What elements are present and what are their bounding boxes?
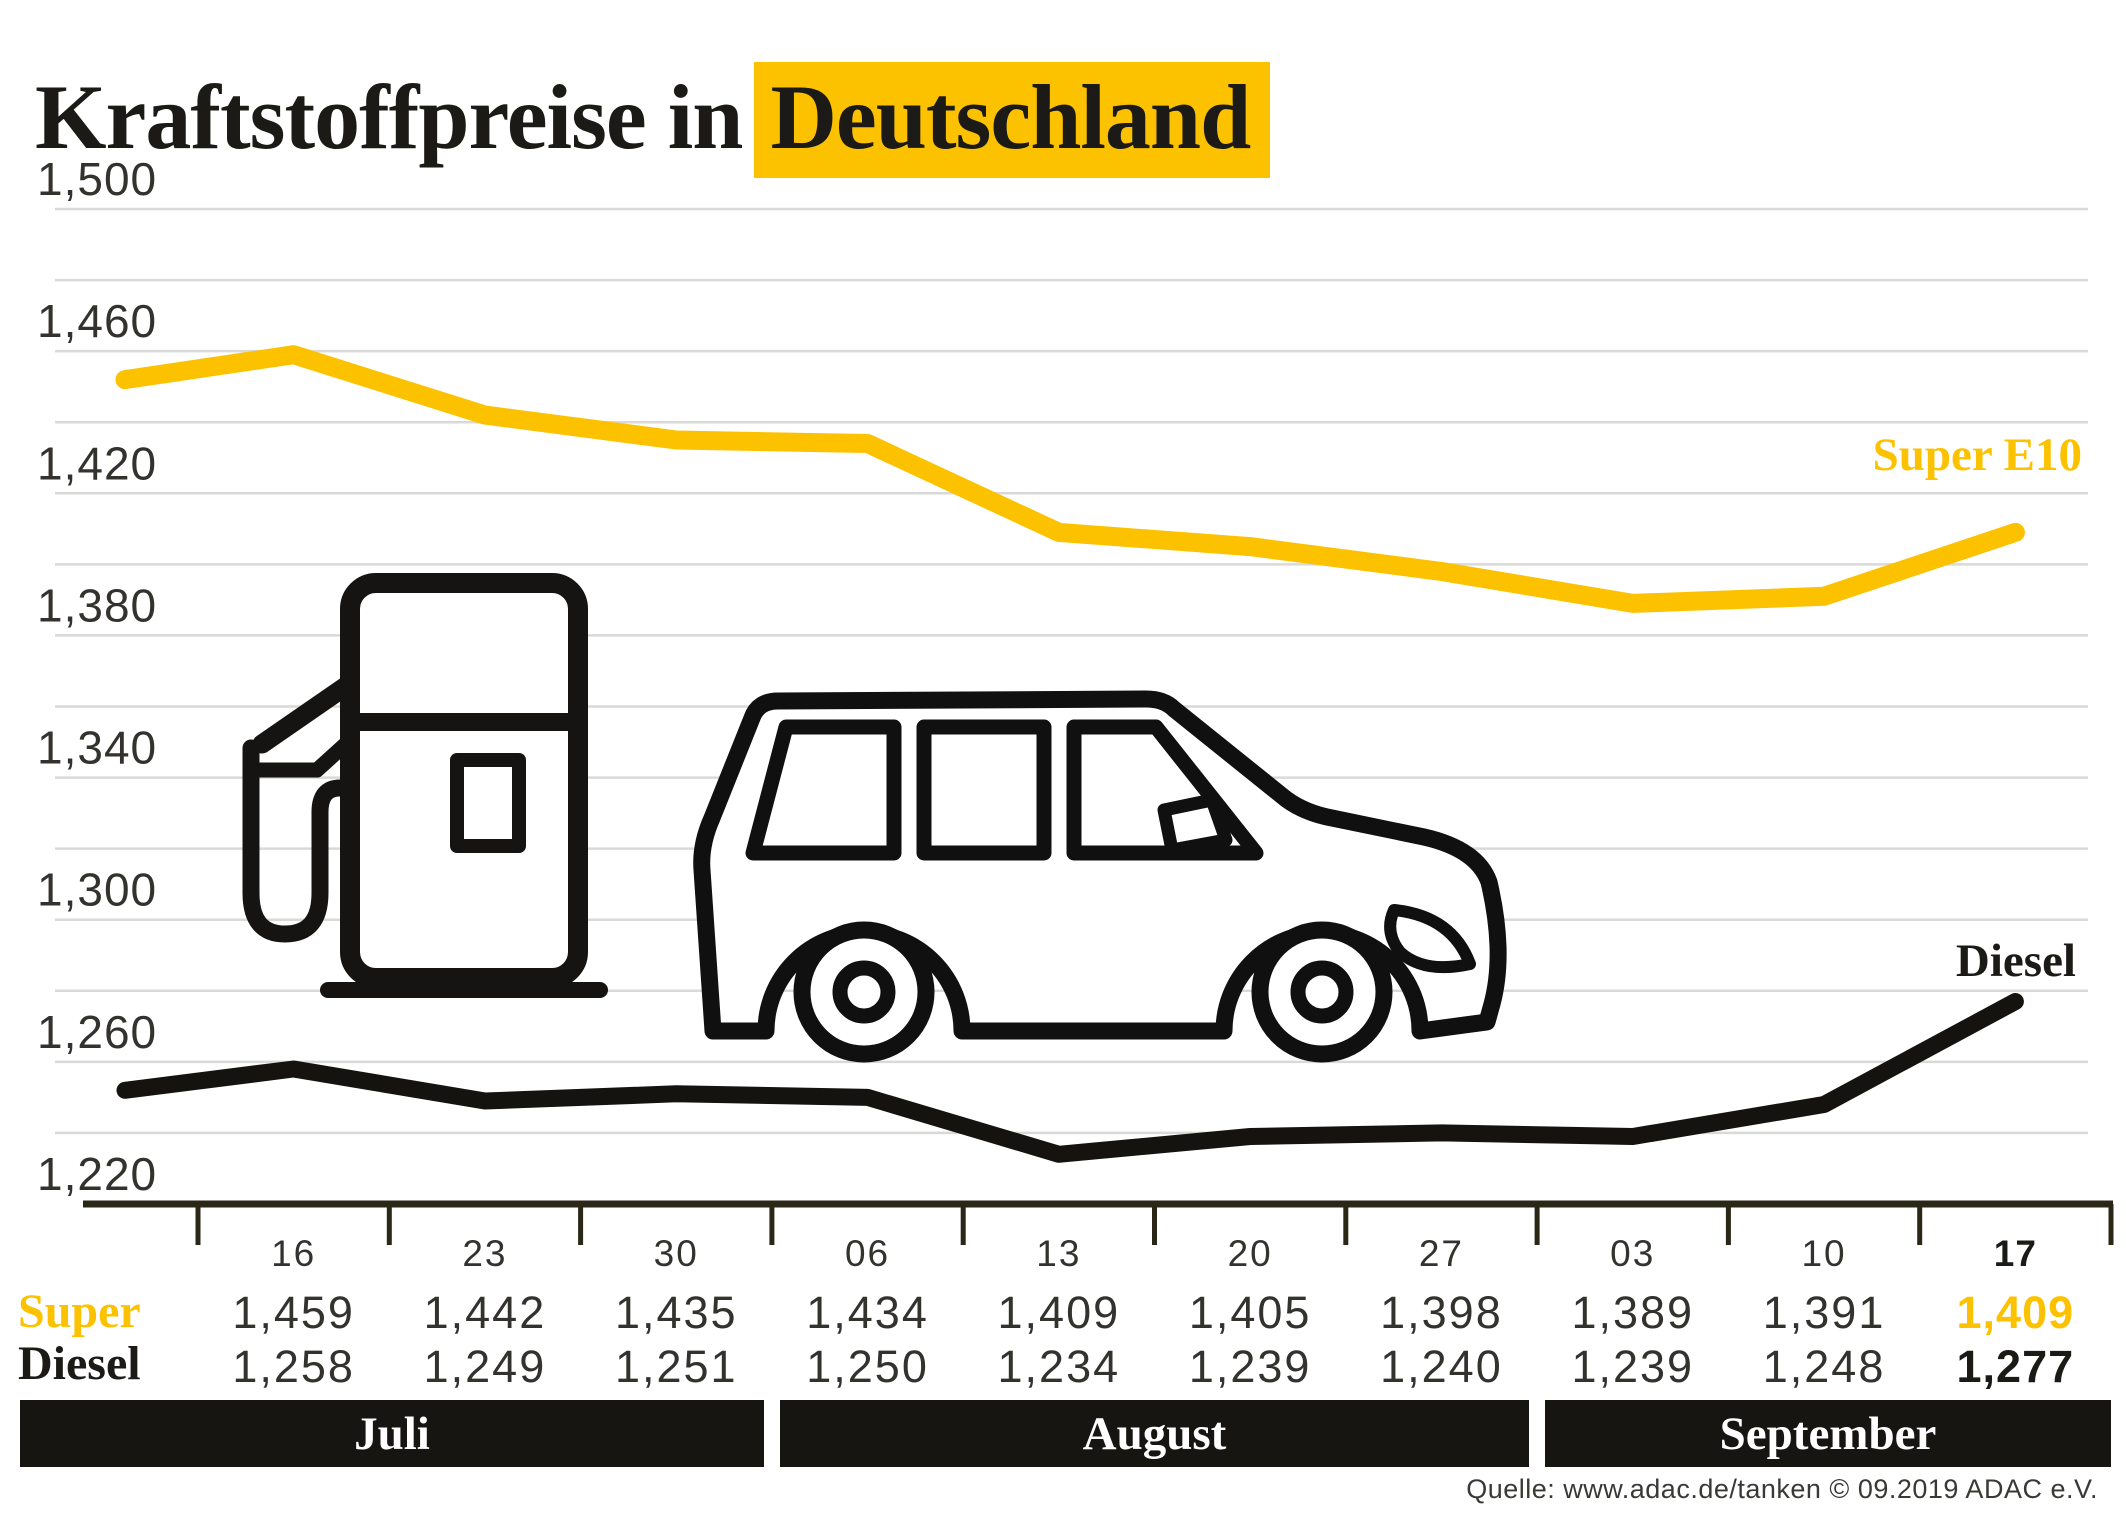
month-band-juli: Juli	[20, 1400, 764, 1467]
date-label: 03	[1610, 1233, 1656, 1274]
super-value: 1,398	[1380, 1287, 1503, 1338]
y-axis-label: 1,300	[37, 864, 157, 916]
super-e10-line-label: Super E10	[1872, 429, 2082, 481]
date-label: 10	[1801, 1233, 1847, 1274]
month-label: September	[1719, 1407, 1937, 1460]
super-line	[115, 345, 2025, 613]
title-prefix: Kraftstoffpreise in	[35, 65, 743, 168]
diesel-value: 1,277	[1956, 1341, 2075, 1392]
month-label: August	[1082, 1407, 1227, 1460]
page-title: Kraftstoffpreise in Deutschland	[35, 61, 1271, 178]
y-axis-labels: 1,500 1,460 1,420 1,380 1,340 1,300 1,260 1,220	[37, 153, 157, 1200]
date-label: 13	[1036, 1233, 1082, 1274]
diesel-value: 1,250	[806, 1341, 929, 1392]
date-label: 16	[271, 1233, 317, 1274]
x-axis	[83, 1200, 2114, 1245]
diesel-value: 1,248	[1762, 1341, 1886, 1392]
source-credit: Quelle: www.adac.de/tanken © 09.2019 ADA…	[1466, 1474, 2098, 1504]
super-value: 1,459	[232, 1287, 355, 1338]
super-value: 1,409	[997, 1287, 1121, 1338]
title-highlight: Deutschland	[754, 61, 1271, 178]
super-value: 1,434	[806, 1287, 929, 1338]
diesel-value: 1,239	[1188, 1341, 1312, 1392]
date-label: 27	[1418, 1233, 1465, 1274]
super-value: 1,409	[1956, 1287, 2075, 1338]
table-row-label-diesel: Diesel	[18, 1337, 141, 1390]
y-axis-label: 1,380	[37, 579, 157, 631]
super-value: 1,435	[614, 1287, 738, 1338]
month-label: Juli	[354, 1407, 430, 1460]
diesel-line-label: Diesel	[1955, 935, 2076, 987]
y-axis-label: 1,420	[37, 437, 157, 489]
diesel-value: 1,234	[997, 1341, 1121, 1392]
diesel-value: 1,258	[232, 1341, 355, 1392]
diesel-value: 1,239	[1571, 1341, 1695, 1392]
diesel-value: 1,240	[1380, 1341, 1503, 1392]
super-value: 1,389	[1571, 1287, 1695, 1338]
date-label: 23	[462, 1233, 508, 1274]
chart-lines	[115, 345, 2025, 1163]
date-label: 30	[653, 1233, 699, 1274]
table-row-label-super: Super	[18, 1285, 141, 1338]
y-axis-label: 1,260	[37, 1006, 157, 1058]
y-axis-label: 1,340	[37, 722, 157, 774]
fuel-pump-icon	[242, 573, 608, 998]
y-axis-label: 1,460	[37, 295, 157, 347]
super-value: 1,391	[1762, 1287, 1886, 1338]
diesel-line	[116, 993, 2024, 1163]
month-band-august: August	[780, 1400, 1529, 1467]
date-label: 17	[1993, 1233, 2037, 1274]
y-axis-label: 1,500	[37, 153, 157, 205]
diesel-value: 1,251	[614, 1341, 738, 1392]
diesel-value: 1,249	[423, 1341, 547, 1392]
super-value: 1,405	[1188, 1287, 1312, 1338]
month-band-september: September	[1545, 1400, 2111, 1467]
car-icon	[693, 690, 1507, 1063]
date-label: 20	[1227, 1233, 1273, 1274]
y-axis-label: 1,220	[37, 1148, 157, 1200]
super-value: 1,442	[423, 1287, 547, 1338]
date-label: 06	[844, 1233, 891, 1274]
